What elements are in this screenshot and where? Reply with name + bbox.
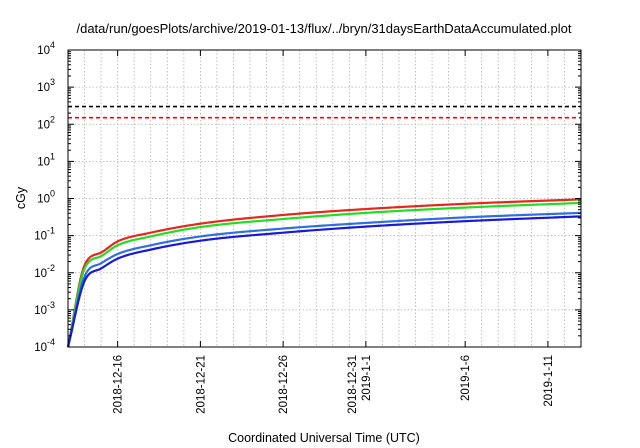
x-tick-label: 2019-1-1 bbox=[361, 355, 373, 401]
x-tick-label: 2018-12-21 bbox=[195, 355, 207, 414]
reference-lines bbox=[68, 105, 581, 119]
series-line bbox=[66, 201, 582, 348]
data-series bbox=[66, 198, 582, 348]
y-tick-label: 101 bbox=[37, 151, 55, 168]
series-line bbox=[66, 198, 582, 348]
x-axis-ticks: 2018-12-16 2018-12-21 2018-12-26 2018-12-31… bbox=[113, 50, 555, 414]
y-tick-label: 10-1 bbox=[34, 226, 55, 243]
chart-title: /data/run/goesPlots/archive/2019-01-13/f… bbox=[76, 21, 571, 36]
series-line bbox=[66, 211, 582, 348]
x-axis-label: Coordinated Universal Time (UTC) bbox=[228, 431, 420, 445]
x-tick-label: 2018-12-26 bbox=[278, 355, 290, 414]
x-tick-label: 2018-12-31 bbox=[347, 355, 359, 414]
y-tick-label: 10-3 bbox=[34, 300, 55, 317]
y-tick-label: 10-4 bbox=[34, 337, 55, 354]
y-tick-label: 104 bbox=[37, 40, 55, 57]
x-tick-label: 2019-1-11 bbox=[543, 355, 555, 407]
y-axis-label: cGy bbox=[14, 186, 28, 209]
y-tick-label: 102 bbox=[37, 114, 55, 131]
y-tick-label: 10-2 bbox=[34, 263, 55, 280]
grid-lines bbox=[68, 50, 581, 347]
y-axis-ticks: 10-4 10-3 10-2 10-1 100 101 102 103 104 bbox=[34, 40, 581, 354]
y-tick-label: 100 bbox=[37, 189, 55, 206]
x-tick-label: 2018-12-16 bbox=[113, 355, 125, 414]
series-line bbox=[66, 215, 582, 348]
y-tick-label: 103 bbox=[37, 77, 55, 94]
x-tick-label: 2019-1-6 bbox=[460, 355, 472, 401]
